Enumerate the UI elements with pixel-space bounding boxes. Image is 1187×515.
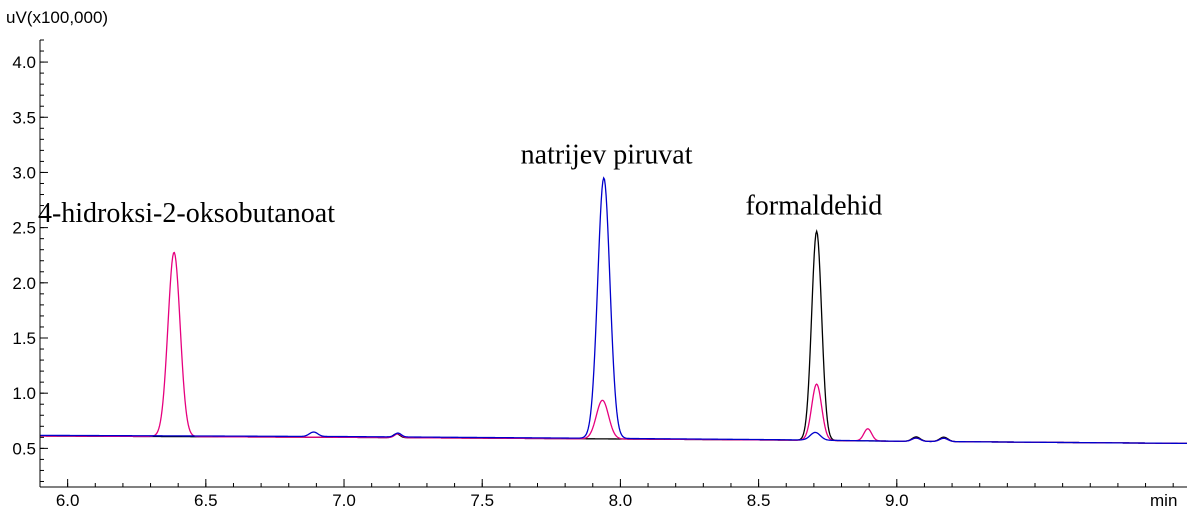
peak-annotation: formaldehid [745, 190, 882, 221]
peak-annotation: natrijev piruvat [521, 140, 693, 171]
y-tick-label: 1.5 [12, 329, 36, 348]
x-tick-label: 6.0 [56, 491, 80, 510]
x-tick-label: 8.5 [747, 491, 771, 510]
axes-group: 6.0 6.5 7.0 7.5 8.0 8.5 9.0 0.5 1.0 1.5 2.0 2.5 3.0 3… [12, 39, 1187, 510]
trace-group [40, 176, 1187, 445]
x-unit-label: min [1150, 491, 1177, 510]
x-tick-label: 7.0 [332, 491, 356, 510]
y-tick-label: 4.0 [12, 53, 36, 72]
peak-annotation: 4-hidroksi-2-oksobutanoat [38, 198, 335, 229]
y-tick-label: 2.0 [12, 274, 36, 293]
y-tick-label: 2.5 [12, 219, 36, 238]
y-tick-label: 3.5 [12, 108, 36, 127]
trace-line-0 [40, 228, 1187, 445]
annotation-group: 4-hidroksi-2-oksobutanoat natrijev piruva… [38, 140, 882, 229]
x-tick-label: 6.5 [194, 491, 218, 510]
trace-line-2 [40, 176, 1187, 445]
x-tick-label: 9.0 [885, 491, 909, 510]
trace-line-1 [40, 251, 1187, 445]
y-tick-label: 3.0 [12, 163, 36, 182]
y-unit-label: uV(x100,000) [6, 8, 108, 27]
x-tick-label: 7.5 [470, 491, 494, 510]
y-tick-label: 1.0 [12, 384, 36, 403]
x-tick-label: 8.0 [609, 491, 633, 510]
y-tick-label: 0.5 [12, 439, 36, 458]
